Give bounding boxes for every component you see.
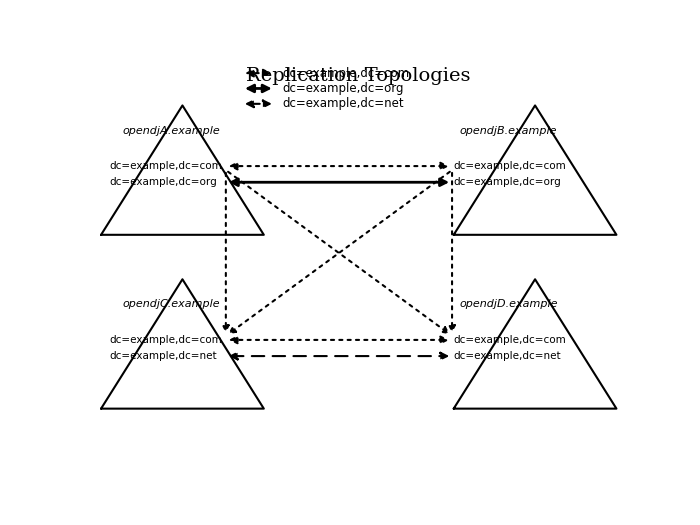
Text: dc=example,dc=net: dc=example,dc=net (109, 351, 217, 361)
Text: Replication Topologies: Replication Topologies (246, 67, 471, 85)
Text: dc=example,dc=com: dc=example,dc=com (454, 335, 566, 345)
Text: dc=example,dc=com: dc=example,dc=com (109, 161, 222, 171)
Text: dc=example,dc=org: dc=example,dc=org (454, 177, 561, 187)
Text: opendjA.example: opendjA.example (122, 125, 220, 135)
Text: dc=example,dc=com: dc=example,dc=com (283, 67, 410, 80)
Text: opendjB.example: opendjB.example (459, 125, 556, 135)
Text: opendjC.example: opendjC.example (122, 299, 220, 309)
Text: dc=example,dc=com: dc=example,dc=com (454, 161, 566, 171)
Text: opendjD.example: opendjD.example (459, 299, 558, 309)
Text: dc=example,dc=net: dc=example,dc=net (454, 351, 561, 361)
Text: dc=example,dc=com: dc=example,dc=com (109, 335, 222, 345)
Text: dc=example,dc=net: dc=example,dc=net (283, 97, 405, 110)
Text: dc=example,dc=org: dc=example,dc=org (109, 177, 217, 187)
Text: dc=example,dc=org: dc=example,dc=org (283, 82, 405, 95)
